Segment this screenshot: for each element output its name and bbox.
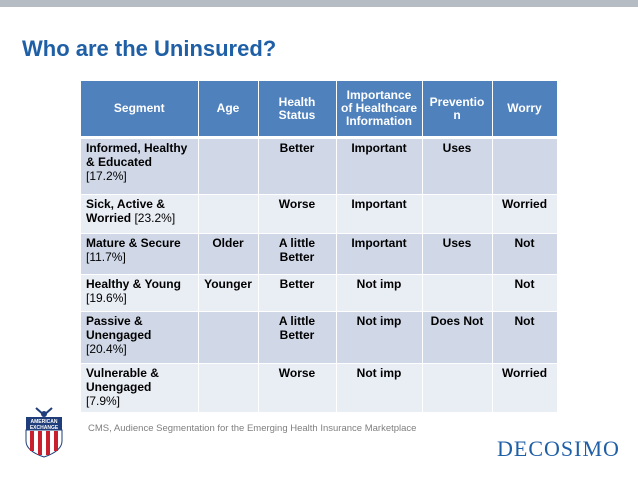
health-cell: A little Better: [258, 311, 337, 364]
table-row: Healthy & Young [19.6%] Younger Better No…: [81, 274, 558, 312]
importance-cell: Important: [336, 233, 423, 275]
segment-cell: Passive & Unengaged [20.4%]: [81, 311, 199, 364]
worry-cell: Not: [492, 233, 558, 275]
table-row: Informed, Healthy & Educated [17.2%] Bett…: [81, 137, 558, 195]
segment-share: [20.4%]: [86, 342, 127, 356]
table-row: Vulnerable & Unengaged [7.9%] Worse Not i…: [81, 363, 558, 413]
prevention-cell: [422, 363, 493, 413]
table-row: Mature & Secure [11.7%] Older A little Be…: [81, 233, 558, 275]
prevention-cell: [422, 194, 493, 234]
segment-cell: Sick, Active & Worried [23.2%]: [81, 194, 199, 234]
prevention-cell: Uses: [422, 137, 493, 195]
logo-text-line1: AMERICAN: [31, 419, 58, 425]
worry-cell: [492, 137, 558, 195]
prevention-cell: Uses: [422, 233, 493, 275]
importance-cell: Important: [336, 194, 423, 234]
prevention-cell: Does Not: [422, 311, 493, 364]
header-prevention: Preventio n: [422, 81, 493, 139]
segment-cell: Mature & Secure [11.7%]: [81, 233, 199, 275]
age-cell: [198, 194, 259, 234]
age-cell: [198, 137, 259, 195]
segmentation-table: Segment Age Health Status Importance of …: [81, 81, 558, 413]
importance-cell: Important: [336, 137, 423, 195]
health-cell: Better: [258, 137, 337, 195]
worry-cell: Not: [492, 274, 558, 312]
health-cell: Better: [258, 274, 337, 312]
table-row: Sick, Active & Worried [23.2%] Worse Imp…: [81, 194, 558, 234]
age-cell: Younger: [198, 274, 259, 312]
slide-title: Who are the Uninsured?: [22, 36, 277, 61]
importance-cell: Not imp: [336, 363, 423, 413]
importance-cell: Not imp: [336, 311, 423, 364]
header-segment: Segment: [81, 81, 199, 139]
worry-cell: Worried: [492, 363, 558, 413]
segment-name: Sick, Active & Worried: [86, 197, 165, 225]
table-header-row: Segment Age Health Status Importance of …: [81, 81, 558, 139]
top-accent-bar: [0, 0, 638, 7]
table-row: Passive & Unengaged [20.4%] A little Bett…: [81, 311, 558, 364]
prevention-cell: [422, 274, 493, 312]
american-exchange-logo: AMERICAN EXCHANGE: [25, 407, 63, 458]
segment-share: [11.7%]: [86, 250, 126, 264]
header-importance: Importance of Healthcare Information: [336, 81, 423, 139]
age-cell: [198, 311, 259, 364]
header-health-status: Health Status: [258, 81, 337, 139]
segment-name: Healthy & Young: [86, 277, 181, 291]
age-cell: Older: [198, 233, 259, 275]
segment-cell: Vulnerable & Unengaged [7.9%]: [81, 363, 199, 413]
segment-share: [23.2%]: [134, 211, 176, 225]
health-cell: Worse: [258, 363, 337, 413]
segment-share: [19.6%]: [86, 291, 127, 305]
segment-share: [17.2%]: [86, 169, 127, 183]
segment-name: Passive & Unengaged: [86, 314, 152, 342]
importance-cell: Not imp: [336, 274, 423, 312]
header-age: Age: [198, 81, 259, 139]
worry-cell: Worried: [492, 194, 558, 234]
health-cell: A little Better: [258, 233, 337, 275]
source-citation: CMS, Audience Segmentation for the Emerg…: [88, 423, 417, 434]
decosimo-logo: DECOSIMO: [497, 436, 620, 461]
worry-cell: Not: [492, 311, 558, 364]
logo-text-line2: EXCHANGE: [30, 425, 59, 431]
segment-cell: Informed, Healthy & Educated [17.2%]: [81, 137, 199, 195]
segment-share: [7.9%]: [86, 394, 121, 408]
health-cell: Worse: [258, 194, 337, 234]
segment-cell: Healthy & Young [19.6%]: [81, 274, 199, 312]
header-worry: Worry: [492, 81, 558, 139]
segment-name: Informed, Healthy & Educated: [86, 141, 188, 169]
segment-name: Vulnerable & Unengaged: [86, 366, 159, 394]
segment-name: Mature & Secure: [86, 236, 181, 250]
age-cell: [198, 363, 259, 413]
